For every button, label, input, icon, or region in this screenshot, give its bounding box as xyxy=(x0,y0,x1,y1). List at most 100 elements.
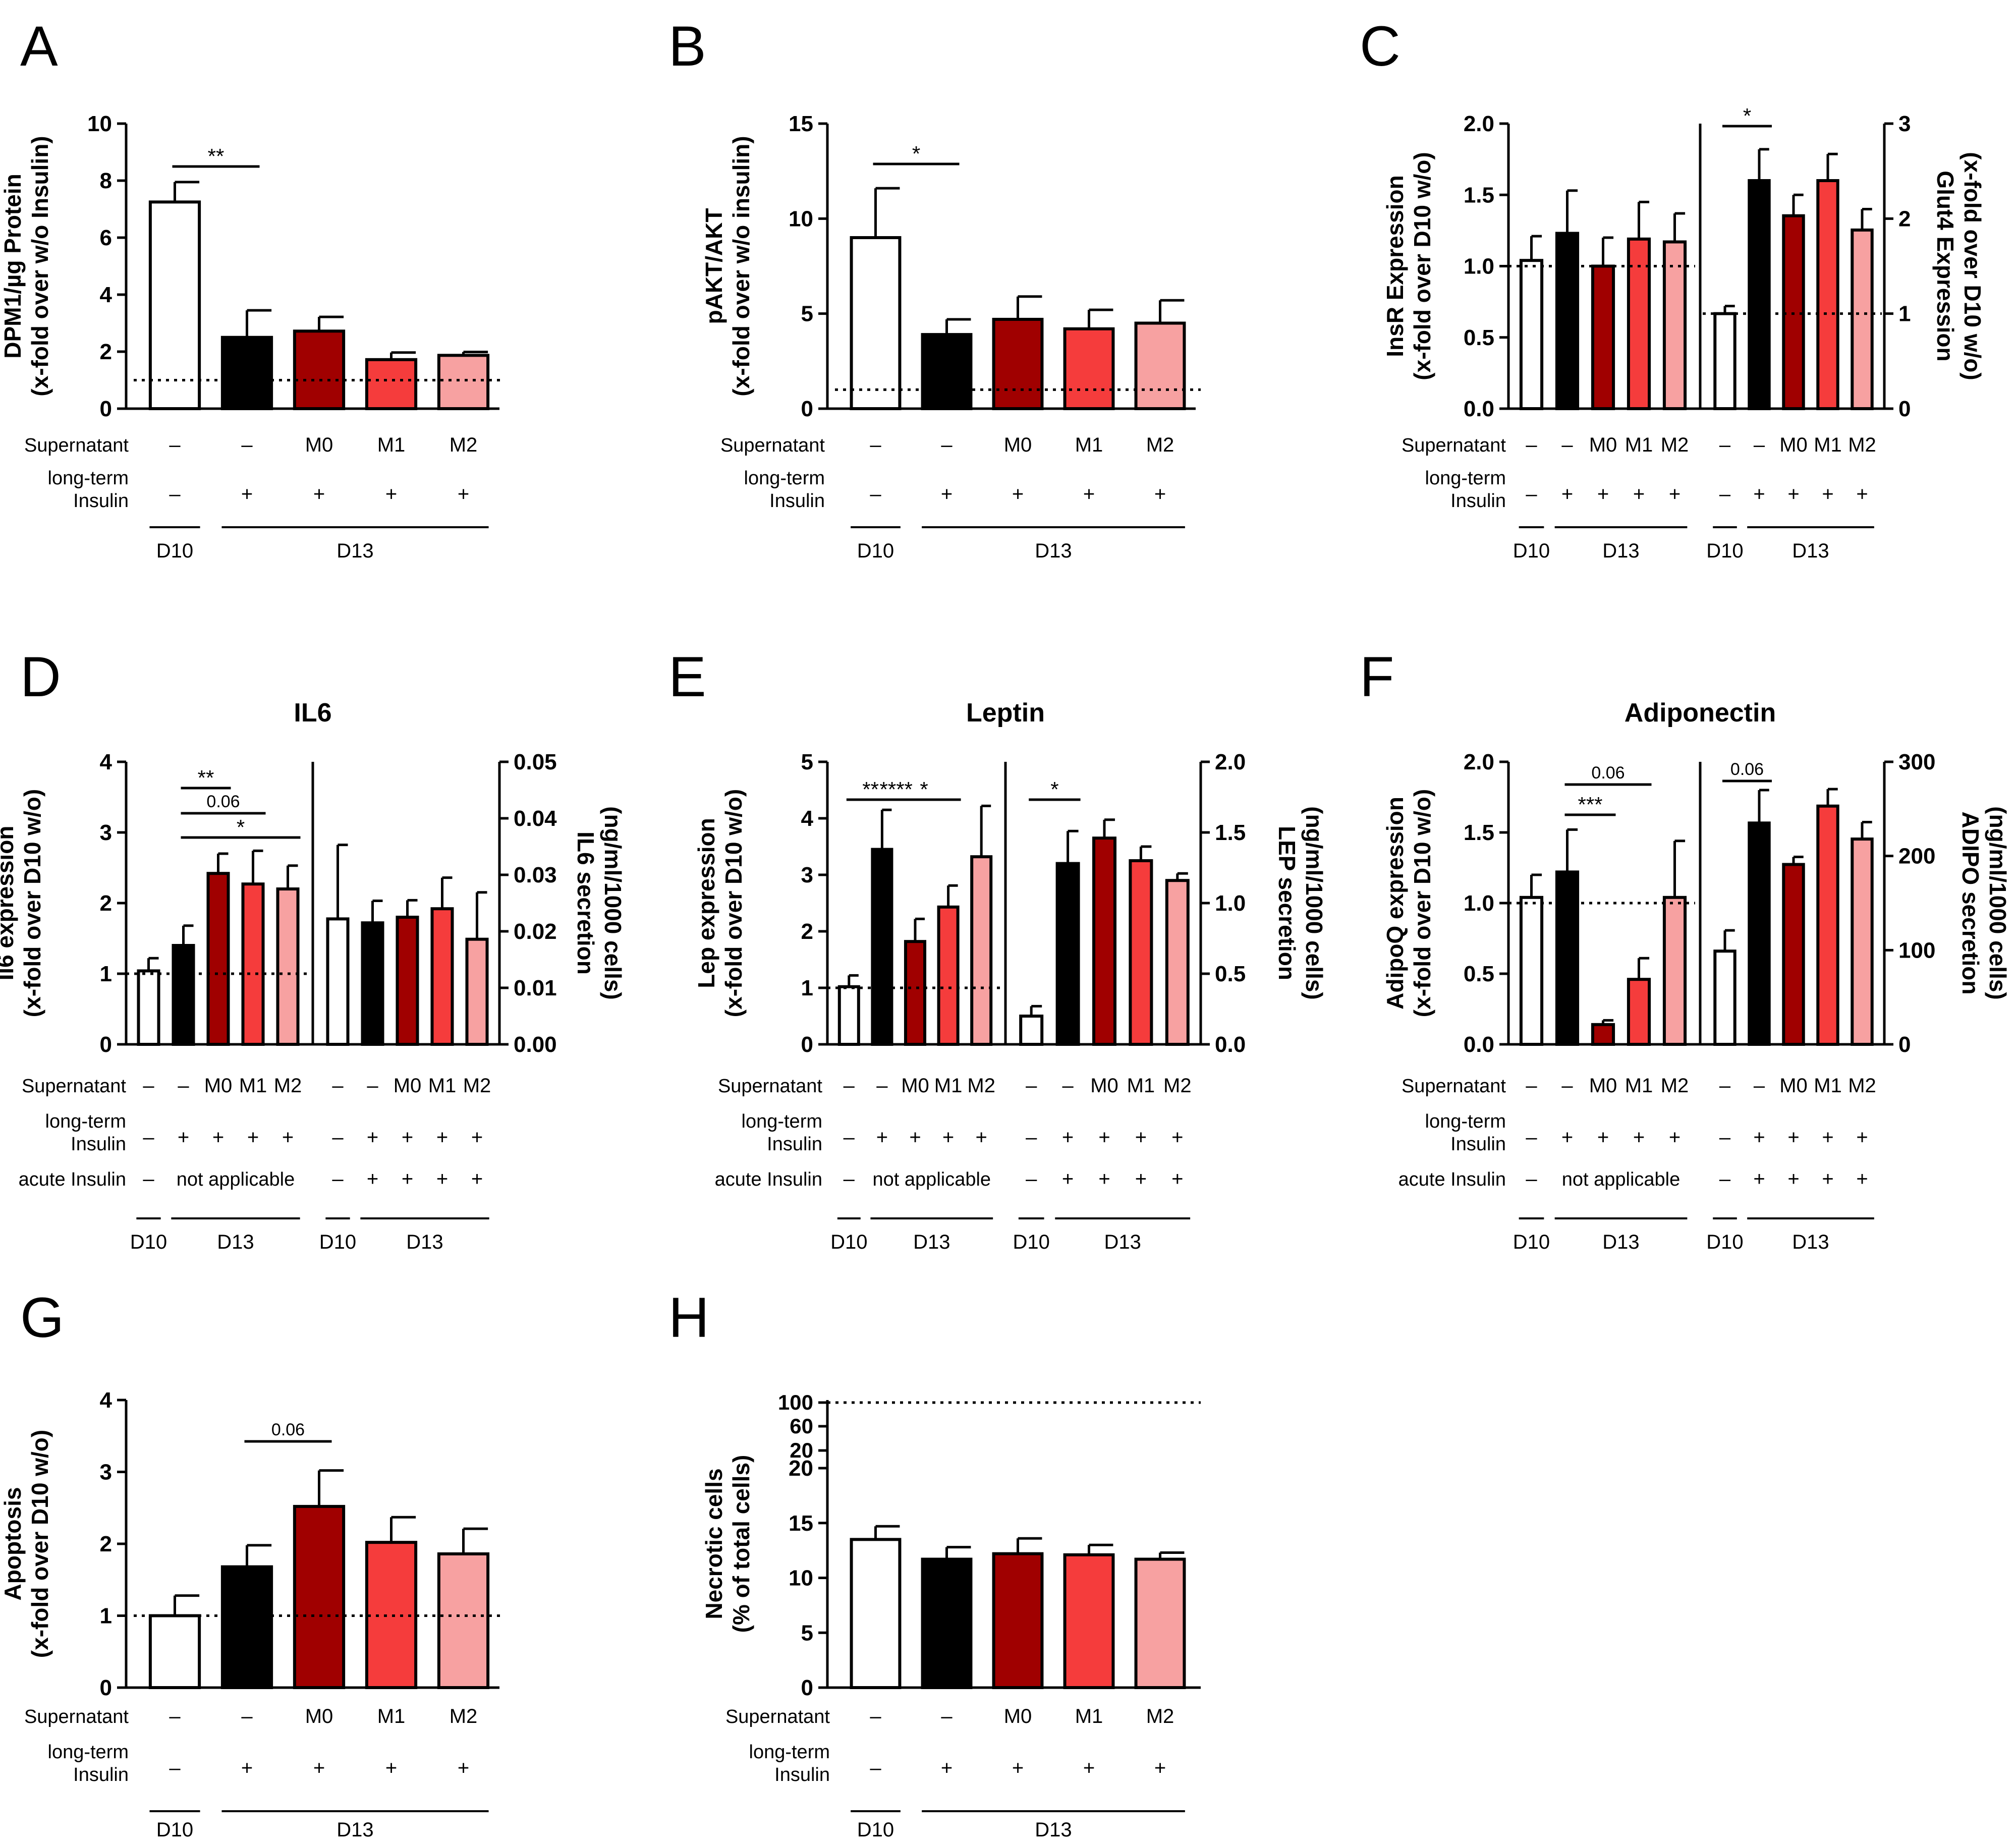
y-tick-label: 4 xyxy=(100,1388,113,1413)
y-axis-label: (x-fold over D10 w/o) xyxy=(27,1430,53,1658)
y-tick-label: 0 xyxy=(100,397,112,421)
panel-label: A xyxy=(20,15,58,78)
acute-insulin-value: – xyxy=(844,1168,855,1190)
long-term-insulin-value: + xyxy=(941,483,953,506)
supernatant-value: M1 xyxy=(428,1075,457,1097)
y-tick-label-right: 2.0 xyxy=(1215,750,1246,774)
y-tick-label: 2 xyxy=(801,919,813,944)
y-tick-label: 0.5 xyxy=(1464,962,1494,986)
supernatant-value: M0 xyxy=(394,1075,422,1097)
y-tick-label: 20 xyxy=(790,1438,813,1462)
group-label-d13: D13 xyxy=(1792,540,1829,562)
long-term-insulin-value: + xyxy=(241,483,253,506)
long-term-insulin-value: + xyxy=(1753,483,1765,506)
significance-label: * xyxy=(1743,104,1751,128)
acute-insulin-value: + xyxy=(436,1168,448,1190)
y-axis-label: Apoptosis xyxy=(0,1487,26,1601)
significance-label: 0.06 xyxy=(1591,763,1625,783)
row-label-long-term: long-term xyxy=(744,468,825,489)
y-axis-label-right: IL6 secretion xyxy=(573,831,599,975)
supernatant-value: – xyxy=(941,434,953,456)
y-tick-label-right: 0.02 xyxy=(514,919,557,944)
bar-s0-1 xyxy=(871,848,893,1046)
not-applicable-label: not applicable xyxy=(873,1169,991,1190)
y-tick-label-right: 100 xyxy=(1898,938,1935,963)
long-term-insulin-value: + xyxy=(313,1757,325,1779)
y-tick-label-right: 0.00 xyxy=(514,1032,557,1057)
long-term-insulin-value: + xyxy=(941,1757,953,1779)
long-term-insulin-value: – xyxy=(332,1127,344,1149)
bar-s0-2 xyxy=(904,940,927,1046)
bar-s1-0 xyxy=(1713,949,1737,1046)
supernatant-value: M2 xyxy=(1661,434,1689,456)
supernatant-value: M2 xyxy=(1163,1075,1192,1097)
chart-title: Adiponectin xyxy=(1625,698,1776,728)
y-axis-label: Lep expression xyxy=(693,818,719,988)
y-tick-label-right: 200 xyxy=(1898,844,1935,869)
bar-4 xyxy=(1134,1557,1186,1689)
supernatant-value: M2 xyxy=(1661,1075,1689,1097)
long-term-insulin-value: + xyxy=(1154,1757,1166,1779)
bar-s1-2 xyxy=(396,916,419,1046)
bar-s1-1 xyxy=(1748,179,1771,410)
y-tick-label: 5 xyxy=(801,1621,813,1645)
group-label-d10: D10 xyxy=(156,540,193,562)
y-tick-label: 4 xyxy=(100,283,113,307)
supernatant-value: – xyxy=(844,1075,855,1097)
group-label-d10: D10 xyxy=(830,1231,867,1253)
bar-s0-2 xyxy=(1591,1023,1615,1046)
y-tick-label-right: 1.5 xyxy=(1215,820,1246,845)
supernatant-value: M0 xyxy=(1004,1705,1032,1727)
supernatant-value: – xyxy=(1754,434,1765,456)
long-term-insulin-value: + xyxy=(1098,1127,1110,1149)
y-tick-label: 15 xyxy=(789,1511,813,1536)
row-label-long-term: long-term xyxy=(742,1111,823,1132)
supernatant-value: – xyxy=(870,1705,881,1727)
supernatant-value: – xyxy=(143,1075,154,1097)
acute-insulin-value: + xyxy=(1098,1168,1110,1190)
significance-label: *** xyxy=(1578,793,1602,816)
supernatant-value: M2 xyxy=(463,1075,491,1097)
supernatant-value: M0 xyxy=(901,1075,929,1097)
y-axis-label-right: (ng/ml/1000 cells) xyxy=(600,806,626,1000)
supernatant-value: – xyxy=(1026,1075,1037,1097)
supernatant-value: M1 xyxy=(1625,434,1653,456)
long-term-insulin-value: – xyxy=(870,483,881,506)
long-term-insulin-value: – xyxy=(169,483,181,506)
supernatant-value: – xyxy=(169,434,181,456)
supernatant-value: M2 xyxy=(967,1075,995,1097)
bar-3 xyxy=(365,1541,418,1689)
bar-s0-3 xyxy=(1627,978,1651,1046)
y-tick-label-right: 1.0 xyxy=(1215,891,1246,916)
long-term-insulin-value: + xyxy=(1787,483,1799,506)
bar-s1-2 xyxy=(1092,836,1116,1046)
bar-4 xyxy=(437,354,490,410)
supernatant-value: M1 xyxy=(377,434,406,456)
long-term-insulin-value: + xyxy=(1787,1127,1799,1149)
long-term-insulin-value: – xyxy=(169,1757,181,1779)
bar-s1-1 xyxy=(1055,862,1080,1046)
long-term-insulin-value: + xyxy=(1856,483,1868,506)
bar-s0-2 xyxy=(1591,264,1615,410)
y-tick-label: 10 xyxy=(789,1566,813,1591)
long-term-insulin-value: + xyxy=(1171,1127,1183,1149)
group-label-d13: D13 xyxy=(1035,1819,1072,1841)
acute-insulin-value: + xyxy=(1753,1168,1765,1190)
significance-label: 0.06 xyxy=(271,1420,305,1439)
supernatant-value: – xyxy=(941,1705,953,1727)
long-term-insulin-value: + xyxy=(313,483,325,506)
acute-insulin-value: + xyxy=(1135,1168,1147,1190)
long-term-insulin-value: + xyxy=(1561,1127,1573,1149)
y-tick-label: 5 xyxy=(801,750,813,774)
y-tick-label: 0 xyxy=(801,397,813,421)
y-tick-label-right: 300 xyxy=(1898,750,1935,774)
y-tick-label: 0.0 xyxy=(1464,397,1494,421)
acute-insulin-value: + xyxy=(1787,1168,1799,1190)
bar-s0-1 xyxy=(1555,232,1580,410)
y-tick-label: 0.0 xyxy=(1464,1032,1494,1057)
y-axis-label: AdipoQ expression xyxy=(1382,797,1408,1010)
y-tick-label: 100 xyxy=(778,1390,813,1414)
y-axis-label-right: (ng/ml/1000 cells) xyxy=(1985,806,2011,1000)
y-tick-label: 15 xyxy=(789,111,813,136)
